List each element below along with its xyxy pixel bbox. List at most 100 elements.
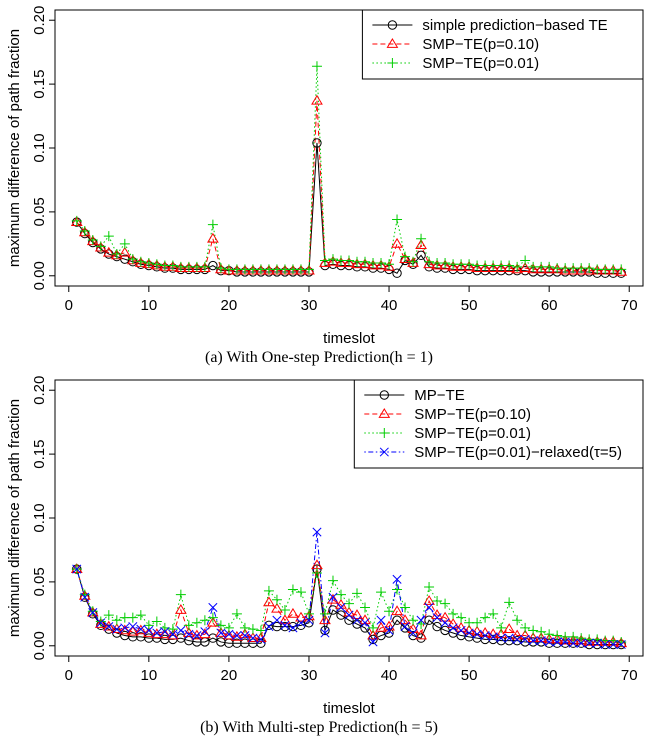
marker	[175, 589, 186, 600]
caption: (a) With One-step Prediction(h = 1)	[205, 349, 433, 366]
marker	[431, 259, 443, 270]
marker	[383, 260, 395, 271]
marker	[111, 615, 122, 626]
x-tick-label: 10	[140, 667, 157, 684]
panel: 0 10 20 30 40 50 60 70 0.00 0.05 0.10 0.15 0.20 times…	[6, 6, 644, 366]
marker	[512, 615, 523, 626]
marker	[616, 636, 627, 647]
marker	[392, 615, 402, 625]
marker	[151, 616, 162, 627]
marker	[311, 567, 322, 578]
marker	[488, 608, 499, 619]
marker	[399, 614, 411, 625]
marker	[568, 631, 579, 642]
marker	[519, 262, 532, 272]
marker	[367, 259, 379, 270]
marker	[584, 638, 594, 648]
marker	[167, 624, 178, 635]
marker	[504, 597, 515, 608]
legend-marker	[387, 58, 398, 68]
marker	[575, 264, 588, 275]
marker	[256, 634, 266, 644]
marker	[576, 633, 587, 644]
legend: simple prediction−based TE SMP−TE(p=0.10)…	[361, 9, 644, 80]
marker	[343, 257, 355, 267]
legend-marker	[379, 428, 390, 438]
marker	[392, 584, 403, 595]
marker	[608, 639, 618, 650]
marker	[207, 616, 219, 627]
marker	[96, 618, 106, 628]
marker	[208, 602, 218, 612]
marker	[127, 612, 138, 623]
marker	[520, 634, 530, 644]
marker	[192, 631, 202, 641]
marker	[471, 625, 483, 636]
marker	[143, 620, 154, 631]
marker	[319, 614, 331, 625]
marker	[80, 592, 90, 602]
marker	[424, 582, 435, 592]
marker	[264, 622, 274, 632]
series-line	[76, 142, 622, 274]
marker	[480, 631, 490, 641]
marker	[384, 628, 394, 638]
x-tick-label: 0	[65, 667, 73, 684]
marker	[496, 633, 506, 643]
x-tick-label: 30	[301, 297, 318, 314]
marker	[352, 588, 363, 599]
marker	[150, 628, 163, 639]
y-tick-label: 0.05	[31, 567, 48, 596]
marker	[424, 615, 434, 625]
marker	[311, 94, 323, 105]
marker	[224, 629, 234, 639]
marker	[344, 598, 354, 609]
marker	[143, 258, 154, 268]
marker	[207, 612, 218, 623]
marker	[584, 263, 595, 274]
marker	[263, 585, 274, 596]
marker	[520, 255, 531, 266]
marker	[408, 628, 418, 638]
marker	[295, 587, 306, 598]
marker	[559, 264, 572, 275]
marker	[279, 605, 290, 615]
marker	[328, 605, 338, 615]
marker	[503, 623, 516, 634]
marker	[207, 219, 218, 230]
marker	[319, 255, 330, 266]
marker	[447, 260, 459, 271]
marker	[327, 254, 338, 265]
marker	[600, 639, 610, 650]
marker	[287, 584, 298, 595]
legend-marker	[386, 38, 399, 48]
marker	[415, 239, 427, 249]
marker	[319, 608, 330, 619]
caption: (b) With Multi-step Prediction(h = 5)	[200, 719, 438, 736]
marker	[384, 625, 394, 635]
marker	[168, 629, 178, 639]
marker	[352, 615, 362, 625]
marker	[118, 624, 131, 635]
marker	[320, 625, 330, 636]
marker	[71, 215, 82, 226]
marker	[280, 620, 290, 630]
marker	[424, 256, 435, 267]
marker	[415, 629, 427, 640]
marker	[544, 629, 555, 640]
marker	[134, 624, 147, 635]
marker	[151, 259, 162, 270]
marker	[231, 630, 243, 641]
marker	[368, 622, 379, 633]
marker	[408, 615, 419, 626]
legend-marker	[379, 390, 389, 400]
marker	[272, 615, 282, 625]
marker	[416, 250, 426, 261]
marker	[112, 624, 122, 634]
y-tick-label: 0.20	[31, 376, 48, 405]
legend-marker	[387, 20, 398, 30]
marker	[336, 602, 346, 612]
marker	[255, 625, 266, 636]
marker	[504, 633, 514, 643]
